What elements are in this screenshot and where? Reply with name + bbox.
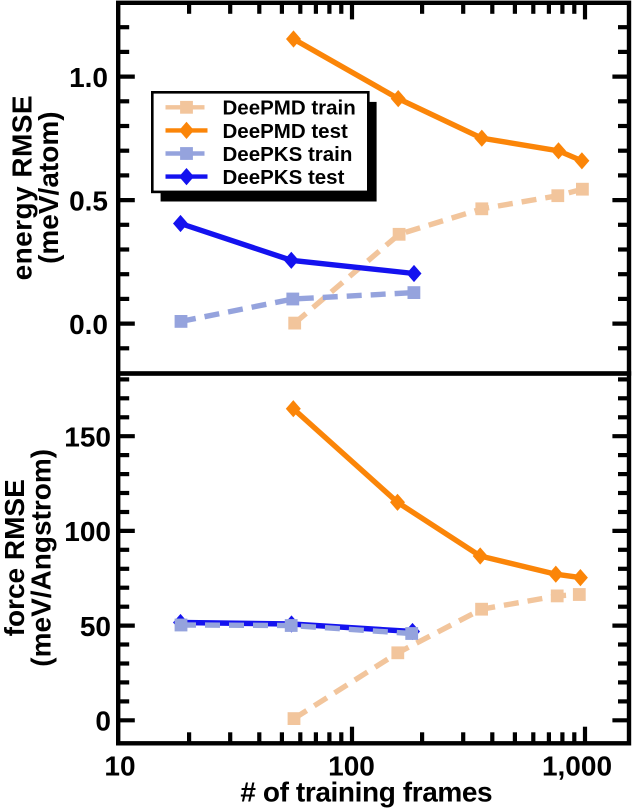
svg-text:150: 150: [64, 422, 111, 453]
svg-text:50: 50: [80, 611, 111, 642]
svg-text:# of training frames: # of training frames: [240, 777, 492, 808]
svg-text:force RMSE: force RMSE: [0, 479, 30, 636]
svg-text:0: 0: [95, 706, 111, 737]
svg-text:DeePMD test: DeePMD test: [223, 120, 348, 143]
svg-text:DeePMD train: DeePMD train: [223, 97, 356, 120]
svg-text:0.0: 0.0: [69, 309, 108, 340]
svg-text:1.0: 1.0: [69, 62, 108, 93]
svg-text:(meV/Angstrom): (meV/Angstrom): [25, 449, 56, 667]
svg-text:DeePKS train: DeePKS train: [223, 143, 353, 166]
svg-text:1,000: 1,000: [542, 751, 612, 782]
svg-text:energy RMSE: energy RMSE: [7, 95, 38, 280]
svg-text:100: 100: [64, 516, 111, 547]
svg-text:0.5: 0.5: [69, 185, 108, 216]
svg-text:10: 10: [104, 751, 135, 782]
svg-text:DeePKS test: DeePKS test: [223, 166, 345, 189]
svg-text:(meV/atom): (meV/atom): [33, 111, 64, 263]
svg-text:100: 100: [328, 751, 375, 782]
